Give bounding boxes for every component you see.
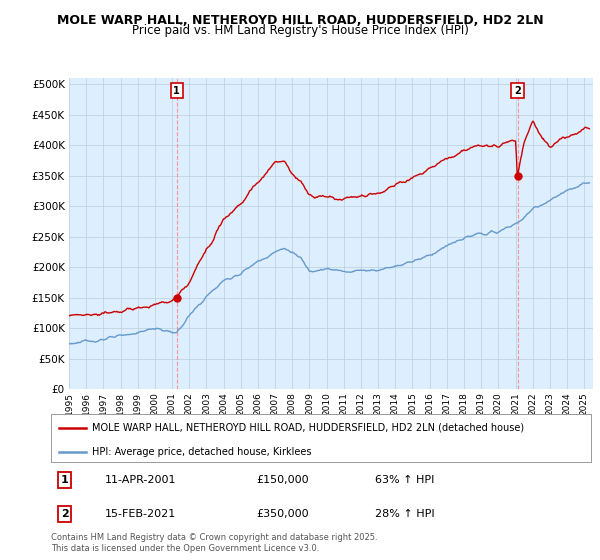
Text: 1: 1: [61, 475, 68, 484]
Text: MOLE WARP HALL, NETHEROYD HILL ROAD, HUDDERSFIELD, HD2 2LN (detached house): MOLE WARP HALL, NETHEROYD HILL ROAD, HUD…: [91, 423, 524, 433]
Text: 15-FEB-2021: 15-FEB-2021: [105, 510, 176, 519]
Text: 2: 2: [61, 510, 68, 519]
Text: 1: 1: [173, 86, 180, 96]
Text: 28% ↑ HPI: 28% ↑ HPI: [375, 510, 434, 519]
Text: £350,000: £350,000: [256, 510, 309, 519]
Text: Contains HM Land Registry data © Crown copyright and database right 2025.
This d: Contains HM Land Registry data © Crown c…: [51, 533, 377, 553]
Text: Price paid vs. HM Land Registry's House Price Index (HPI): Price paid vs. HM Land Registry's House …: [131, 24, 469, 37]
Text: MOLE WARP HALL, NETHEROYD HILL ROAD, HUDDERSFIELD, HD2 2LN: MOLE WARP HALL, NETHEROYD HILL ROAD, HUD…: [56, 14, 544, 27]
Text: HPI: Average price, detached house, Kirklees: HPI: Average price, detached house, Kirk…: [91, 446, 311, 456]
Text: 11-APR-2001: 11-APR-2001: [105, 475, 176, 484]
Text: 2: 2: [514, 86, 521, 96]
Text: 63% ↑ HPI: 63% ↑ HPI: [375, 475, 434, 484]
Text: £150,000: £150,000: [256, 475, 309, 484]
